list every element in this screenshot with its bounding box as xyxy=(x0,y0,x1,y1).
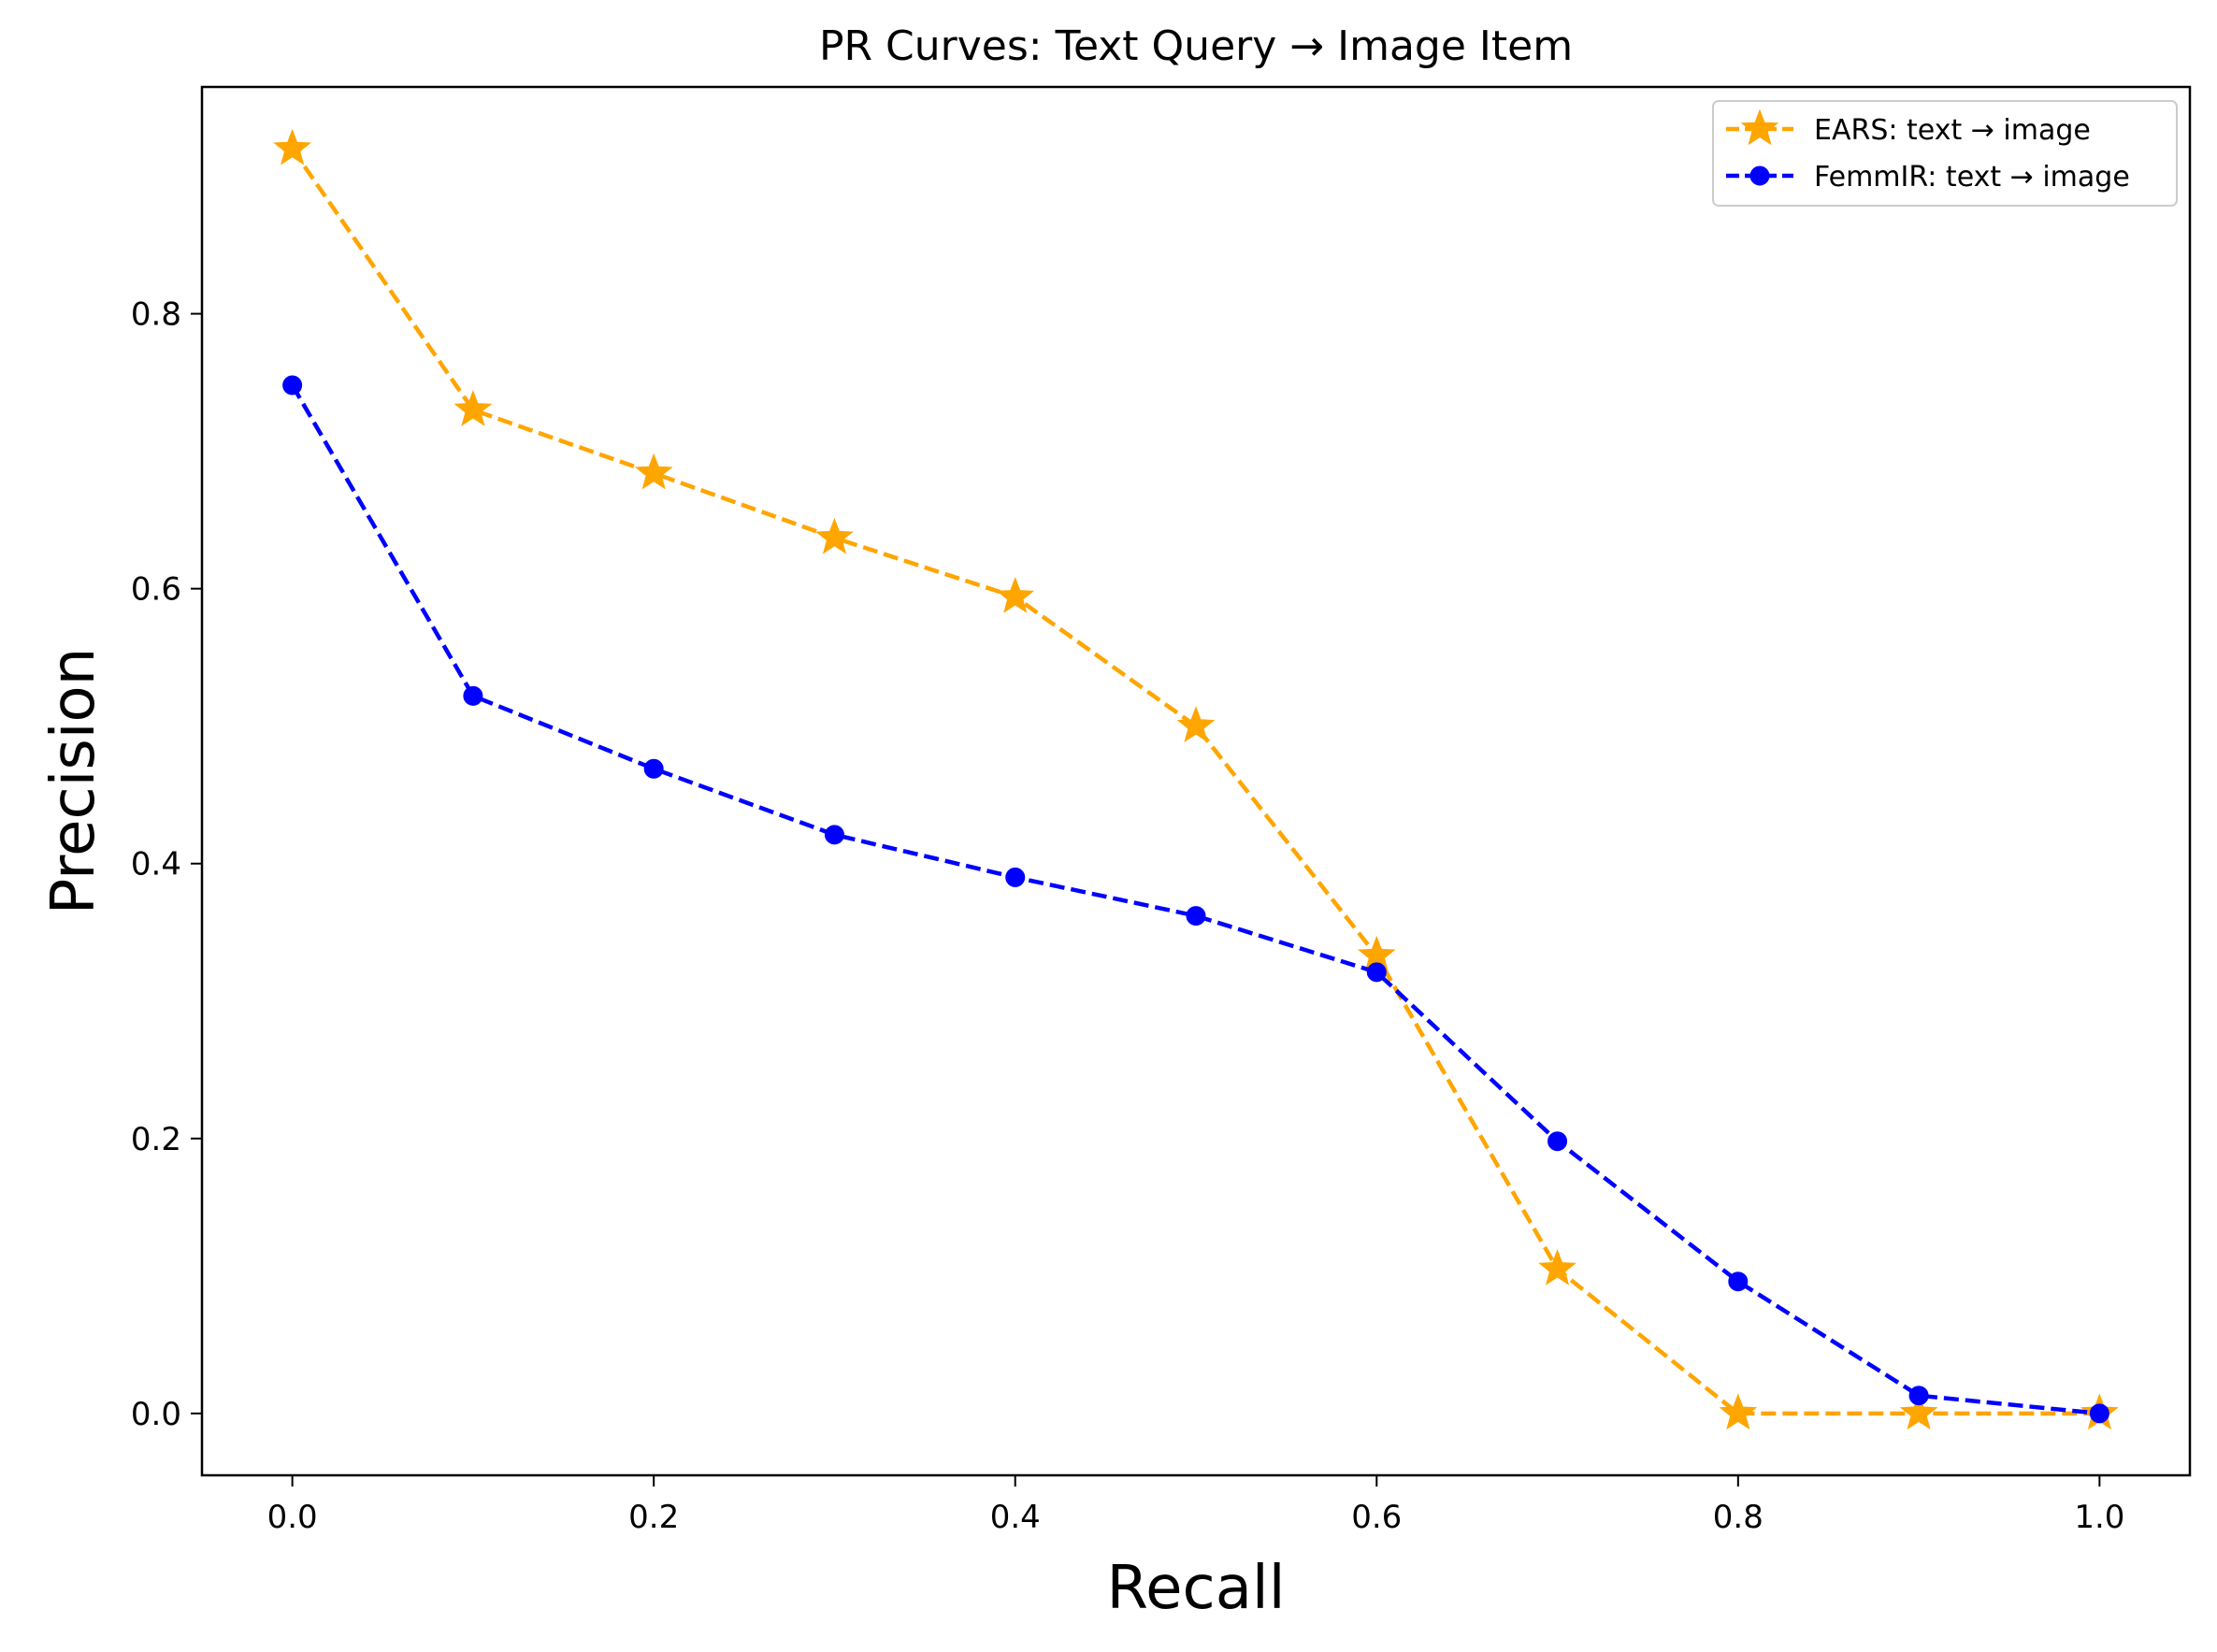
x-tick-label: 1.0 xyxy=(2074,1499,2124,1536)
femmir-point xyxy=(1548,1131,1568,1152)
femmir-point xyxy=(1366,962,1387,983)
legend-ears-label: EARS: text → image xyxy=(1814,114,2091,147)
y-tick-label: 0.0 xyxy=(131,1396,181,1433)
x-tick-label: 0.0 xyxy=(267,1499,318,1536)
x-tick-label: 0.2 xyxy=(628,1499,679,1536)
series-layer xyxy=(273,128,2119,1430)
ears-point xyxy=(453,390,493,426)
femmir-series xyxy=(282,375,2109,1424)
plot-area xyxy=(200,85,2192,1477)
legend: EARS: text → image FemmIR: text → image xyxy=(1712,100,2178,207)
legend-femmir-marker xyxy=(1749,165,1770,186)
plot-frame xyxy=(200,85,2192,1477)
x-axis-title: Recall xyxy=(1107,1554,1286,1623)
y-tick-label: 0.4 xyxy=(131,846,181,883)
ears-point xyxy=(634,453,673,490)
femmir-point xyxy=(2089,1403,2109,1424)
ears-point xyxy=(1899,1393,1938,1430)
x-tick-label: 0.4 xyxy=(990,1499,1041,1536)
ears-point xyxy=(1538,1249,1576,1286)
femmir-point xyxy=(1728,1271,1749,1292)
femmir-point xyxy=(824,825,844,845)
femmir-point xyxy=(463,685,483,706)
femmir-point xyxy=(1908,1386,1929,1406)
x-tick-label: 0.8 xyxy=(1713,1499,1764,1536)
y-axis-title: Precision xyxy=(39,648,108,915)
ears-point xyxy=(996,577,1035,613)
x-tick-label: 0.6 xyxy=(1351,1499,1402,1536)
femmir-line xyxy=(290,383,2100,1416)
x-axis: 0.0 0.2 0.4 0.6 0.8 1.0 xyxy=(267,1475,2124,1536)
legend-box xyxy=(1712,100,2178,207)
y-axis: 0.0 0.2 0.4 0.6 0.8 xyxy=(131,296,202,1433)
chart-title: PR Curves: Text Query → Image Item xyxy=(819,22,1573,70)
ears-series xyxy=(273,128,2119,1430)
ears-point xyxy=(273,128,311,165)
femmir-point xyxy=(1005,867,1026,887)
legend-femmir-label: FemmIR: text → image xyxy=(1814,161,2130,194)
y-tick-label: 0.8 xyxy=(131,296,181,334)
legend-ears-marker xyxy=(1740,108,1779,146)
ears-point xyxy=(1176,706,1216,743)
ears-point xyxy=(1719,1393,1758,1430)
y-tick-label: 0.6 xyxy=(131,571,181,609)
femmir-point xyxy=(282,375,303,395)
y-tick-label: 0.2 xyxy=(131,1121,181,1158)
ears-point xyxy=(815,517,854,554)
femmir-point xyxy=(643,758,664,779)
ears-line xyxy=(290,147,2100,1416)
femmir-point xyxy=(1186,906,1206,927)
